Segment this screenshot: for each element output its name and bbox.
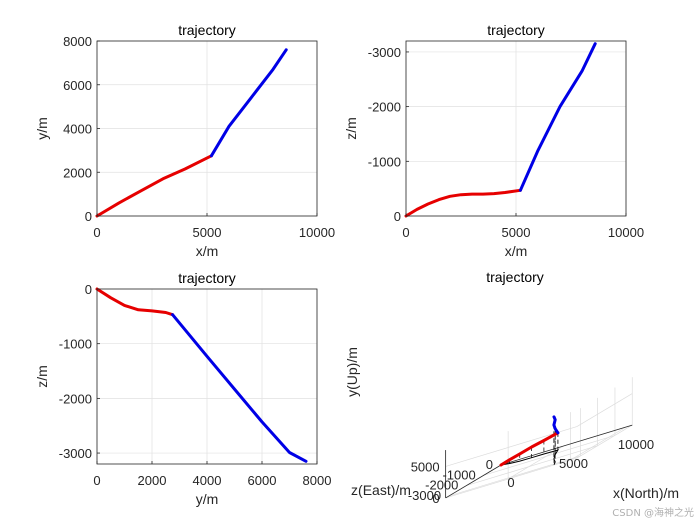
floor-projection-line	[500, 449, 559, 466]
chart-title: trajectory	[178, 22, 236, 38]
floor-grid-line	[448, 455, 581, 497]
subplot-yz: 0 2000 4000 6000 8000 0 -1000 -2000 -3000 traject…	[34, 270, 331, 507]
trajectory-line-1	[404, 188, 522, 218]
x-tick-label: 0	[93, 473, 100, 488]
x-tick-label: 2000	[138, 473, 167, 488]
x-tick-label: 6000	[248, 473, 277, 488]
trajectory-3d-line-2	[552, 415, 560, 435]
east-axis-label: z(East)/m	[351, 482, 411, 498]
wall-grid-line	[576, 393, 633, 427]
up-tick-label: 5000	[411, 459, 440, 474]
east-tick-label: 0	[486, 457, 493, 472]
watermark-text: CSDN @海神之光	[612, 508, 694, 519]
y-tick-label: 0	[394, 209, 401, 224]
north-tick-label: 10000	[618, 437, 654, 452]
trajectory-line-2	[518, 42, 597, 192]
x-tick-label: 0	[402, 225, 409, 240]
x-axis-label: x/m	[196, 243, 219, 259]
subplot-xy: 0 5000 10000 0 2000 4000 6000 8000 trajectory x/m…	[34, 22, 335, 259]
up-axis-label: y(Up)/m	[344, 347, 360, 397]
east-axis-line	[445, 464, 502, 499]
x-tick-label: 10000	[299, 225, 335, 240]
x-tick-label: 4000	[193, 473, 222, 488]
y-tick-label: -2000	[59, 391, 92, 406]
wall-grid-line	[445, 457, 577, 499]
north-axis-line	[500, 424, 633, 466]
trajectory-line-1	[95, 287, 175, 317]
y-tick-label: 0	[85, 282, 92, 297]
trajectory-line-2	[209, 48, 288, 158]
subplot-xz: 0 5000 10000 0 -1000 -2000 -3000 trajectory x/m z…	[343, 22, 644, 259]
chart-title: trajectory	[487, 22, 545, 38]
y-tick-label: 0	[85, 209, 92, 224]
y-axis-label: z/m	[34, 365, 50, 388]
east-tick-label: -3000	[408, 488, 441, 503]
y-axis-label: y/m	[34, 117, 50, 140]
chart-title: trajectory	[486, 269, 544, 285]
floor-grid-line	[483, 435, 616, 476]
up-tick-label: 0	[432, 491, 439, 506]
east-tick-label: -1000	[442, 467, 475, 482]
x-tick-label: 5000	[193, 225, 222, 240]
east-tick-label: -2000	[425, 478, 458, 493]
floor-grid-line	[570, 426, 627, 461]
y-tick-label: 6000	[63, 78, 92, 93]
north-tick-label: 5000	[559, 456, 588, 471]
subplot-3d: 0500010000-3000-2000-1000005000trajector…	[344, 269, 679, 506]
y-tick-label: -1000	[368, 154, 401, 169]
north-tick-label: 0	[507, 475, 514, 490]
chart-title: trajectory	[178, 270, 236, 286]
y-tick-label: 4000	[63, 122, 92, 137]
y-tick-label: -1000	[59, 337, 92, 352]
wall-grid-line	[576, 424, 633, 459]
trajectory-line-1	[95, 154, 213, 218]
x-tick-label: 10000	[608, 225, 644, 240]
north-axis-label: x(North)/m	[613, 485, 679, 501]
x-tick-label: 8000	[303, 473, 332, 488]
x-tick-label: 5000	[502, 225, 531, 240]
x-axis-label: y/m	[196, 491, 219, 507]
y-axis-label: z/m	[343, 117, 359, 140]
y-tick-label: 2000	[63, 165, 92, 180]
trajectory-line-2	[171, 313, 308, 463]
floor-grid-line	[466, 445, 598, 486]
y-tick-label: 8000	[63, 34, 92, 49]
y-tick-label: -2000	[368, 100, 401, 115]
x-axis-label: x/m	[505, 243, 528, 259]
x-tick-label: 0	[93, 225, 100, 240]
trajectory-3d-line-1	[499, 431, 560, 467]
y-tick-label: -3000	[368, 45, 401, 60]
y-tick-label: -3000	[59, 446, 92, 461]
